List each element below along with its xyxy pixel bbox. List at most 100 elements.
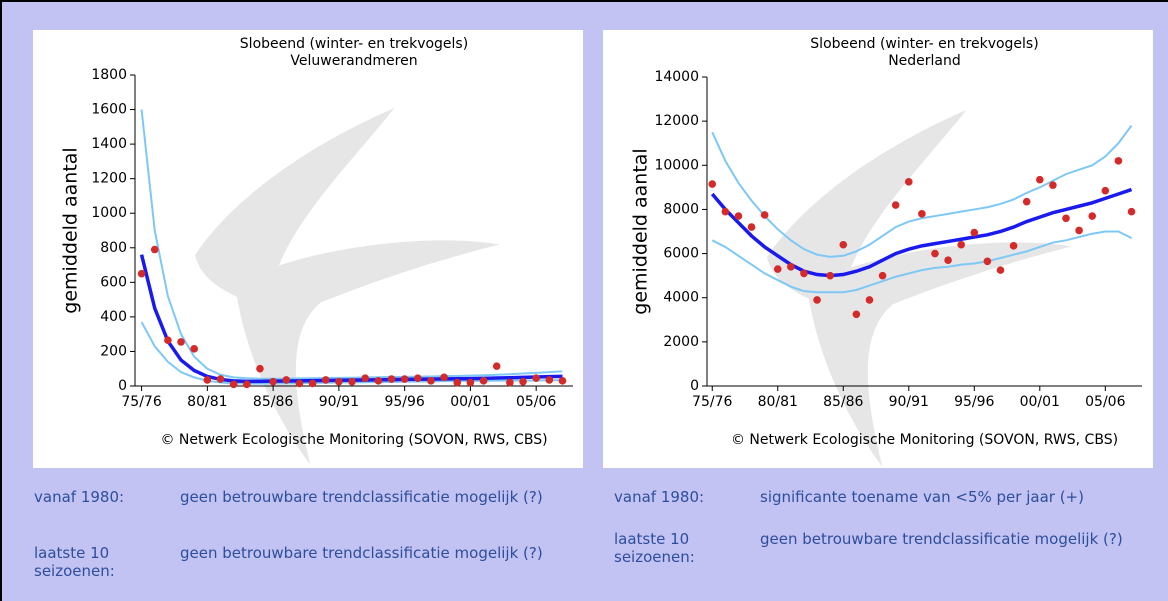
data-point <box>506 378 514 387</box>
data-point <box>891 201 900 209</box>
y-tick-label: 1800 <box>91 67 127 83</box>
data-point <box>361 374 369 383</box>
trend-value: geen betrouwbare trendclassificatie moge… <box>180 488 543 506</box>
chart: Slobeend (winter- en trekvogels)Nederlan… <box>630 36 1142 468</box>
y-tick-label: 0 <box>690 378 699 394</box>
chart-panel: Slobeend (winter- en trekvogels) Veluwera… <box>33 30 583 468</box>
trend-value: geen betrouwbare trendclassificatie moge… <box>180 544 543 562</box>
data-point <box>1101 186 1110 195</box>
x-tick-label: 90/91 <box>319 394 359 410</box>
x-tick-label: 75/76 <box>121 394 161 410</box>
y-tick-label: 1400 <box>91 136 127 152</box>
data-point <box>721 207 730 216</box>
data-point <box>970 228 979 237</box>
y-axis-label: gemiddeld aantal <box>60 147 82 313</box>
y-tick-label: 8000 <box>663 201 699 217</box>
data-point <box>137 269 146 278</box>
data-point <box>983 257 992 266</box>
data-point <box>839 240 848 249</box>
y-tick-label: 1600 <box>91 102 127 118</box>
data-point <box>321 376 330 384</box>
data-point <box>243 380 251 389</box>
x-tick-label: 90/91 <box>889 394 929 410</box>
data-point <box>269 377 277 386</box>
data-point <box>1088 212 1097 220</box>
data-point <box>492 362 501 370</box>
data-point <box>295 379 304 388</box>
data-point <box>773 265 782 273</box>
data-point <box>813 296 821 304</box>
chart-panel: Slobeend (winter- en trekvogels) Nederlan… <box>603 30 1153 468</box>
data-point <box>996 266 1005 274</box>
data-point <box>150 245 159 254</box>
data-point <box>256 364 264 373</box>
trend-label: vanaf 1980: <box>34 488 125 506</box>
chart-subtitle: Veluwerandmeren <box>290 53 417 69</box>
data-point <box>282 376 291 384</box>
trend-value: significante toename van <5% per jaar (+… <box>760 488 1084 506</box>
data-point <box>545 376 554 384</box>
data-point <box>708 180 717 188</box>
data-point <box>164 336 172 345</box>
y-tick-label: 200 <box>100 343 127 359</box>
trend-line <box>711 230 1132 294</box>
data-point <box>190 345 198 353</box>
chart-title: Slobeend (winter- en trekvogels) <box>240 36 468 52</box>
background-swallow <box>195 108 500 466</box>
trend-value: geen betrouwbare trendclassificatie moge… <box>760 530 1123 548</box>
data-point <box>787 263 795 271</box>
data-point <box>1062 214 1070 223</box>
x-tick-label: 85/86 <box>253 394 293 410</box>
y-tick-label: 12000 <box>654 113 699 129</box>
x-tick-label: 05/06 <box>1085 394 1125 410</box>
data-point <box>203 376 212 384</box>
data-point <box>335 377 343 386</box>
y-tick-label: 1000 <box>91 205 127 221</box>
x-tick-label: 80/81 <box>758 394 798 410</box>
trend-label: vanaf 1980: <box>614 488 705 506</box>
copyright-note: © Netwerk Ecologische Monitoring (SOVON,… <box>731 432 1118 448</box>
x-tick-label: 00/01 <box>450 394 490 410</box>
y-tick-label: 1200 <box>91 171 127 187</box>
data-point <box>1114 157 1123 165</box>
x-tick-label: 95/96 <box>954 394 994 410</box>
x-tick-label: 85/86 <box>823 394 863 410</box>
trend-line <box>710 187 1133 278</box>
data-point <box>229 380 238 389</box>
data-point <box>944 256 952 264</box>
data-point <box>400 375 409 383</box>
data-point <box>1036 175 1044 184</box>
data-point <box>1075 226 1083 235</box>
data-point <box>1009 242 1018 250</box>
y-tick-label: 6000 <box>663 246 699 262</box>
data-point <box>519 377 527 386</box>
x-tick-label: 80/81 <box>187 394 227 410</box>
x-tick-label: 00/01 <box>1020 394 1060 410</box>
chart-title: Slobeend (winter- en trekvogels) <box>810 36 1038 52</box>
y-tick-label: 2000 <box>663 334 699 350</box>
data-point <box>387 375 396 383</box>
data-point <box>760 211 769 219</box>
data-point <box>931 249 939 258</box>
data-point <box>918 210 926 218</box>
trend-label: laatste 10 seizoenen: <box>614 530 695 566</box>
data-point <box>453 378 462 387</box>
data-point <box>1049 181 1057 189</box>
data-point <box>440 373 448 382</box>
chart-subtitle: Nederland <box>888 53 961 69</box>
data-point <box>1127 207 1136 216</box>
data-point <box>734 212 743 220</box>
x-tick-label: 95/96 <box>384 394 424 410</box>
data-point <box>904 178 913 186</box>
data-point <box>747 223 756 231</box>
data-point <box>878 271 887 280</box>
data-point <box>800 269 808 278</box>
data-point <box>216 375 225 383</box>
trend-line <box>711 124 1133 258</box>
data-point <box>177 338 185 346</box>
data-point <box>413 374 422 383</box>
y-tick-label: 10000 <box>654 157 699 173</box>
x-tick-label: 75/76 <box>692 394 732 410</box>
trend-label: laatste 10 seizoenen: <box>34 544 115 580</box>
